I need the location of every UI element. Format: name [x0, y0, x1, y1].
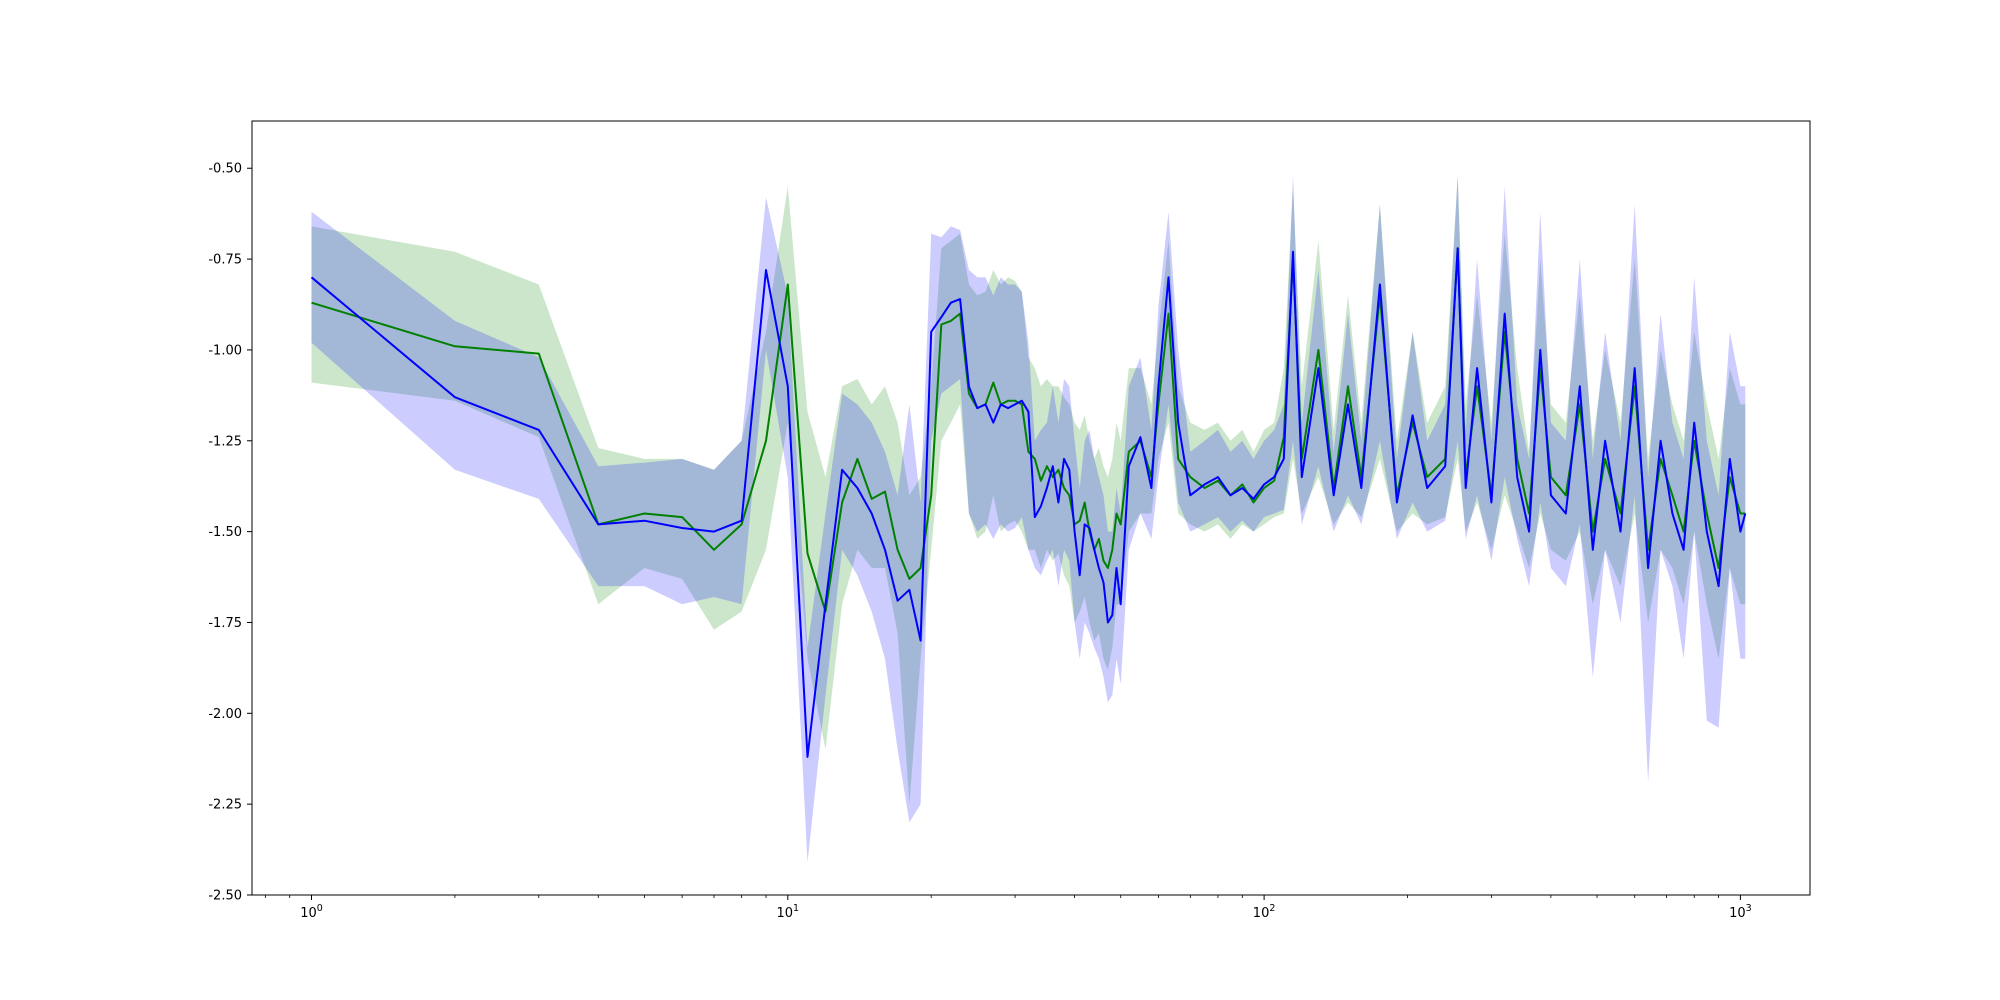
y-tick-label: -2.25 [208, 798, 242, 813]
x-tick-label: 102 [1253, 903, 1276, 921]
series-2-band [311, 175, 1746, 863]
x-axis: 100 101 102 103 [264, 895, 1752, 921]
y-axis: -0.50 -0.75 -1.00 -1.25 -1.50 -1.75 -2.00 -2.25… [208, 162, 252, 904]
y-tick-label: -1.50 [208, 525, 242, 540]
confidence-bands [311, 175, 1746, 863]
y-tick-label: -1.75 [208, 616, 242, 631]
series-lines [310, 247, 1747, 758]
x-tick-label: 100 [300, 903, 323, 921]
y-tick-label: -0.75 [208, 253, 242, 268]
series-2-line [310, 247, 1747, 758]
x-tick-label: 103 [1729, 903, 1752, 921]
y-tick-label: -1.25 [208, 434, 242, 449]
y-tick-label: -0.50 [208, 162, 242, 177]
y-tick-label: -1.00 [208, 343, 242, 358]
x-tick-label: 101 [777, 903, 800, 921]
plot-frame [251, 120, 1811, 896]
y-tick-label: -2.50 [208, 889, 242, 904]
series-1-band [311, 175, 1746, 805]
y-tick-label: -2.00 [208, 707, 242, 722]
